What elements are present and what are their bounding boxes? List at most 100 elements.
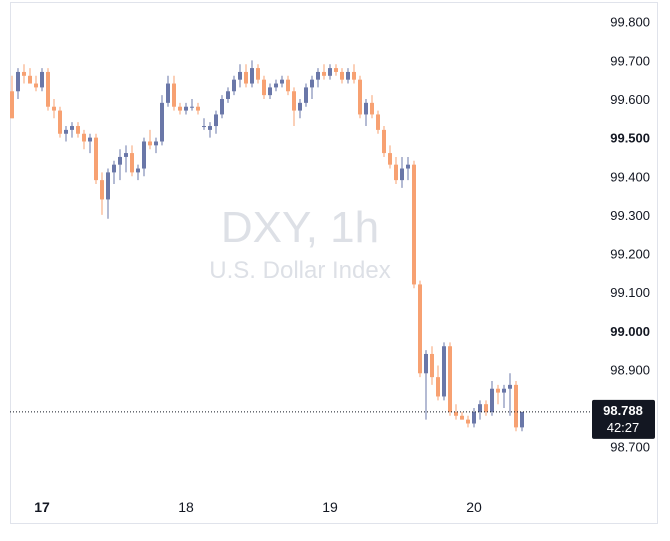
candle-body-down bbox=[94, 137, 98, 181]
candle-body-up bbox=[364, 102, 368, 115]
watermark-subtitle: U.S. Dollar Index bbox=[209, 257, 390, 284]
candle-body-up bbox=[214, 114, 218, 127]
y-tick-label: 99.200 bbox=[610, 247, 650, 262]
candle-body-up bbox=[208, 126, 212, 130]
candle-body-up bbox=[502, 388, 506, 393]
candle-body-down bbox=[100, 180, 104, 200]
x-tick-label: 17 bbox=[34, 499, 50, 515]
y-tick-label: 98.900 bbox=[610, 362, 650, 377]
candle-body-up bbox=[298, 102, 302, 111]
candle-body-up bbox=[316, 71, 320, 80]
candle-body-down bbox=[34, 83, 38, 88]
candle-body-down bbox=[376, 114, 380, 130]
candle-body-up bbox=[202, 126, 206, 128]
candle-body-up bbox=[478, 404, 482, 412]
price-axis[interactable]: 99.800 99.700 99.600 99.500 99.400 99.300 99.2… bbox=[610, 15, 650, 455]
candle-body-up bbox=[142, 141, 146, 169]
chart-frame bbox=[10, 2, 658, 524]
candle-body-up bbox=[400, 168, 404, 181]
candle-body-up bbox=[88, 137, 92, 142]
y-tick-label: 99.400 bbox=[610, 169, 650, 184]
candle-body-up bbox=[136, 168, 140, 173]
candle-body-up bbox=[406, 164, 410, 169]
candle-body-down bbox=[82, 133, 86, 142]
candle-body-down bbox=[148, 141, 152, 146]
candle-body-up bbox=[70, 126, 74, 130]
candle-body-up bbox=[310, 79, 314, 88]
last-price-tag-bg bbox=[592, 399, 655, 439]
candle-body-down bbox=[292, 91, 296, 111]
candle-body-down bbox=[52, 106, 56, 111]
candle-body-down bbox=[370, 102, 374, 115]
candle-body-up bbox=[118, 156, 122, 165]
candle-body-down bbox=[256, 68, 260, 80]
candle-body-up bbox=[154, 141, 158, 146]
candle-body-up bbox=[508, 384, 512, 389]
candle-body-up bbox=[520, 411, 524, 428]
candle-body-down bbox=[418, 284, 422, 374]
candle-body-up bbox=[472, 411, 476, 424]
last-price-countdown: 42:27 bbox=[607, 420, 640, 435]
candle-body-up bbox=[106, 172, 110, 200]
candle-body-up bbox=[328, 68, 332, 76]
candle-body-up bbox=[280, 79, 284, 84]
x-tick-label: 19 bbox=[322, 499, 338, 515]
candle-body-down bbox=[22, 71, 26, 76]
candle-body-down bbox=[334, 68, 338, 72]
candle-body-down bbox=[454, 411, 458, 416]
candle-body-up bbox=[184, 106, 188, 111]
candle-body-up bbox=[160, 102, 164, 142]
candle-body-down bbox=[352, 71, 356, 80]
candle-body-down bbox=[286, 79, 290, 92]
candle-body-up bbox=[190, 106, 194, 108]
candle-body-up bbox=[16, 71, 20, 92]
candle-body-down bbox=[130, 153, 134, 173]
candle-body-up bbox=[424, 353, 428, 374]
candle-body-down bbox=[46, 71, 50, 107]
candle-body-down bbox=[10, 91, 14, 119]
candle-body-down bbox=[430, 353, 434, 378]
candle-body-down bbox=[484, 404, 488, 412]
candle-body-up bbox=[250, 68, 254, 84]
candle-body-down bbox=[58, 110, 62, 134]
y-tick-label: 99.100 bbox=[610, 285, 650, 300]
candle-body-down bbox=[322, 71, 326, 76]
last-price-value: 98.788 bbox=[603, 403, 643, 418]
watermark: DXY, 1h U.S. Dollar Index bbox=[209, 203, 390, 284]
x-tick-label: 20 bbox=[466, 499, 482, 515]
candle-body-down bbox=[466, 419, 470, 424]
candle-body-down bbox=[244, 71, 248, 84]
x-tick-label: 18 bbox=[178, 499, 194, 515]
candle-body-up bbox=[232, 79, 236, 92]
candle-body-up bbox=[124, 153, 128, 157]
candle-body-down bbox=[436, 377, 440, 397]
candle-body-down bbox=[28, 75, 32, 84]
candle-body-down bbox=[76, 126, 80, 134]
candle-body-up bbox=[346, 71, 350, 80]
candle-body-down bbox=[514, 384, 518, 428]
candle-body-up bbox=[304, 87, 308, 103]
candle-body-up bbox=[166, 83, 170, 103]
y-tick-label: 99.600 bbox=[610, 92, 650, 107]
candle-body-down bbox=[340, 71, 344, 80]
y-tick-label: 99.800 bbox=[610, 15, 650, 30]
candle-body-up bbox=[220, 98, 224, 115]
candle-body-down bbox=[172, 83, 176, 107]
y-tick-label: 99.500 bbox=[610, 131, 650, 146]
time-axis[interactable]: 17 18 19 20 bbox=[34, 499, 482, 515]
y-tick-label: 98.700 bbox=[610, 440, 650, 455]
candle-body-down bbox=[178, 106, 182, 111]
candle-body-down bbox=[412, 164, 416, 285]
candle-body-down bbox=[358, 79, 362, 115]
candle-body-down bbox=[448, 346, 452, 412]
candle-body-up bbox=[490, 388, 494, 412]
y-tick-label: 99.700 bbox=[610, 53, 650, 68]
candle-body-up bbox=[274, 83, 278, 88]
candle-body-down bbox=[388, 153, 392, 165]
candle-body-up bbox=[112, 164, 116, 173]
candle-body-up bbox=[226, 91, 230, 99]
candle-body-up bbox=[268, 87, 272, 96]
candle-body-up bbox=[40, 71, 44, 88]
watermark-title: DXY, 1h bbox=[221, 203, 379, 252]
